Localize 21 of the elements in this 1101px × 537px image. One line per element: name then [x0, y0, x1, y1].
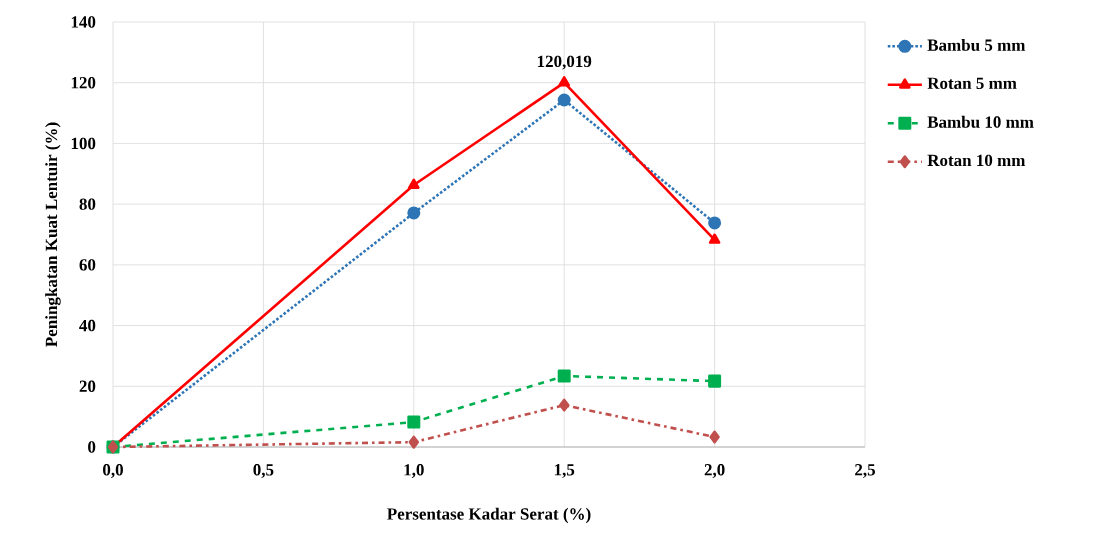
- y-tick-label: 120: [71, 76, 96, 89]
- legend-label: Rotan 10 mm: [927, 154, 1026, 167]
- y-tick-label: 40: [79, 319, 96, 332]
- y-tick-label: 100: [71, 137, 96, 150]
- x-tick-label: 1,0: [404, 464, 424, 479]
- x-tick-label: 0,5: [253, 464, 274, 479]
- x-axis-title: Persentase Kadar Serat (%): [387, 507, 591, 524]
- legend-label: Bambu 10 mm: [927, 115, 1034, 128]
- y-tick-label: 140: [71, 16, 96, 28]
- y-tick-label: 60: [79, 259, 96, 271]
- x-tick-label: 2,5: [855, 464, 876, 478]
- y-tick-label: 80: [79, 198, 96, 210]
- x-tick-label: 1,5: [554, 464, 575, 478]
- y-axis-title: Peningkatan Kuat Lentuir (%): [45, 122, 61, 347]
- annotation: 120,019: [537, 55, 592, 70]
- y-tick-label: 20: [79, 380, 96, 393]
- legend-label: Rotan 5 mm: [927, 77, 1017, 89]
- x-tick-label: 0,0: [103, 464, 123, 479]
- x-tick-label: 2,0: [704, 464, 725, 479]
- legend-label: Bambu 5 mm: [927, 38, 1026, 51]
- y-tick-label: 0: [88, 441, 96, 453]
